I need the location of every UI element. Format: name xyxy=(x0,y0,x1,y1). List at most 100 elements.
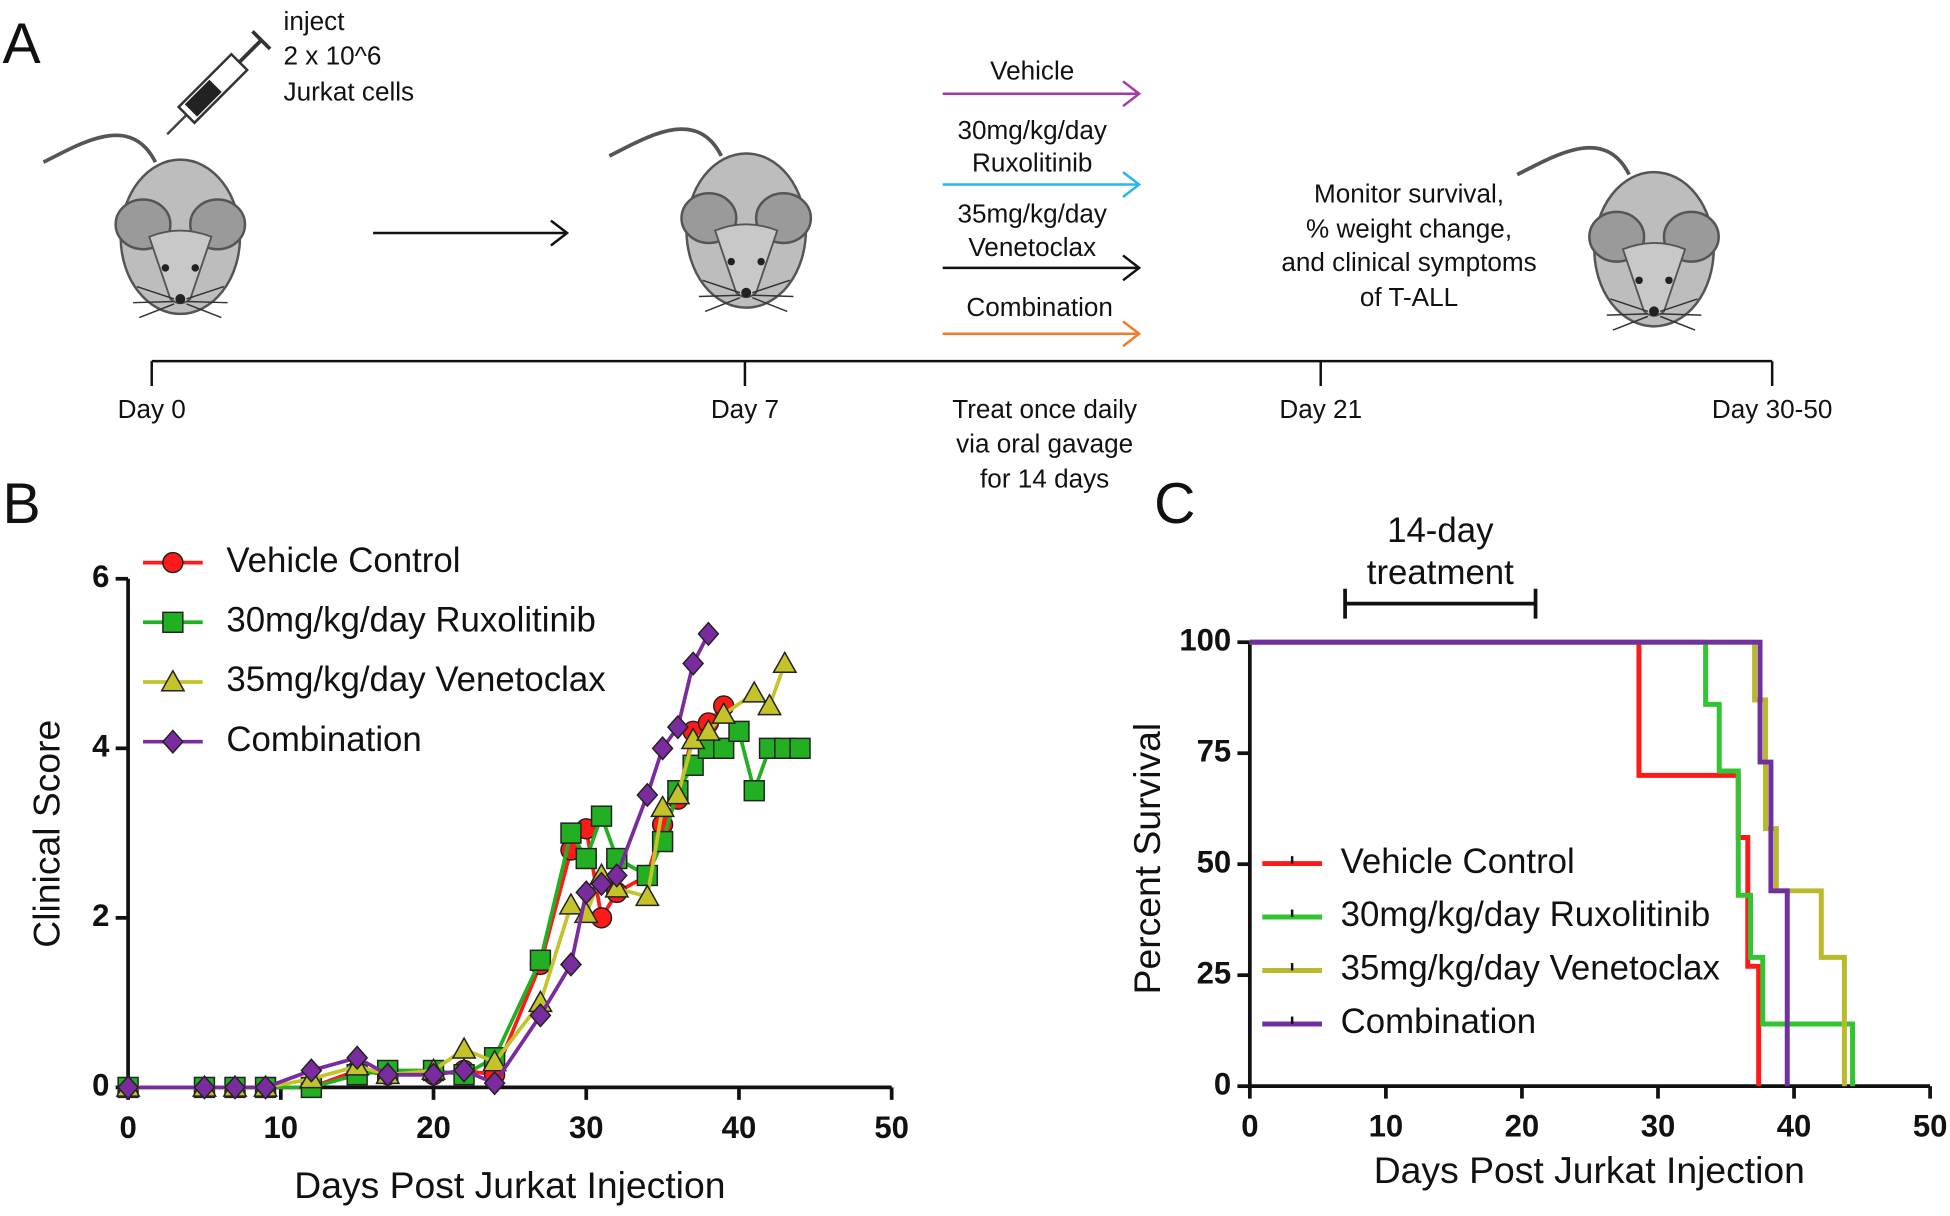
marker xyxy=(590,871,613,897)
marker xyxy=(711,701,737,724)
panel-label: A xyxy=(2,12,41,76)
y-axis-label: Percent Survival xyxy=(1126,723,1168,995)
mouse-icon xyxy=(41,133,247,320)
marker xyxy=(651,736,674,761)
mouse-icon xyxy=(607,127,813,314)
x-tick-label: 10 xyxy=(264,1110,299,1145)
marker xyxy=(743,780,765,802)
marker xyxy=(558,892,584,915)
marker xyxy=(193,1075,216,1100)
y-tick-label: 4 xyxy=(92,729,110,764)
y-tick-label: 2 xyxy=(92,898,109,933)
monitor-text: and clinical symptoms xyxy=(1281,247,1536,277)
monitor-text: of T-ALL xyxy=(1360,282,1458,312)
marker xyxy=(162,551,184,574)
legend-label: Vehicle Control xyxy=(226,541,460,580)
arm-label: Venetoclax xyxy=(968,232,1096,262)
marker xyxy=(575,880,598,905)
marker xyxy=(453,1058,476,1083)
marker xyxy=(482,1049,508,1072)
inject-text: Jurkat cells xyxy=(284,77,415,107)
survival-curve xyxy=(1249,639,1847,1087)
arm-arrow-head xyxy=(1122,320,1142,348)
x-tick-label: 20 xyxy=(416,1110,451,1145)
marker xyxy=(636,782,659,808)
syringe xyxy=(166,30,272,136)
marker xyxy=(422,1062,445,1088)
arm-arrow-head xyxy=(1122,171,1142,198)
y-tick-label: 100 xyxy=(1179,622,1231,657)
marker xyxy=(695,718,721,741)
marker xyxy=(560,822,582,844)
marker xyxy=(757,693,782,716)
x-axis-label: Days Post Jurkat Injection xyxy=(1374,1149,1805,1191)
arm-arrow-head xyxy=(1122,254,1142,282)
survival-curve xyxy=(1249,639,1856,1087)
y-tick-label: 0 xyxy=(92,1068,109,1103)
marker xyxy=(162,611,184,633)
marker xyxy=(161,729,184,755)
legend-label: 35mg/kg/day Venetoclax xyxy=(1341,949,1721,988)
arm-label: Ruxolitinib xyxy=(972,148,1092,178)
y-axis-label: Clinical Score xyxy=(26,720,68,948)
marker xyxy=(590,805,613,827)
x-tick-label: 50 xyxy=(874,1110,909,1145)
arm-arrow-head xyxy=(1122,80,1142,108)
marker xyxy=(451,1036,477,1059)
marker xyxy=(634,883,660,907)
y-tick-label: 50 xyxy=(1197,844,1232,879)
marker xyxy=(224,1075,246,1100)
timeline-label: Day 21 xyxy=(1279,394,1362,424)
legend-label: Combination xyxy=(1341,1002,1536,1041)
legend-label: Vehicle Control xyxy=(1341,842,1575,881)
arm-label: Combination xyxy=(966,292,1113,322)
panel-label: C xyxy=(1154,472,1195,536)
marker xyxy=(728,720,750,743)
x-tick-label: 20 xyxy=(1505,1109,1540,1144)
x-tick-label: 40 xyxy=(722,1110,757,1145)
legend-label: 35mg/kg/day Venetoclax xyxy=(226,660,606,699)
marker xyxy=(665,782,691,805)
series-line xyxy=(128,704,726,1090)
annotation-text: 14-day xyxy=(1387,511,1494,550)
series-line xyxy=(128,727,801,1090)
marker xyxy=(483,1070,506,1096)
legend-label: 30mg/kg/day Ruxolitinib xyxy=(1341,895,1711,934)
marker xyxy=(346,1045,369,1071)
marker xyxy=(376,1062,399,1088)
marker xyxy=(682,651,705,676)
treatment-bracket xyxy=(1343,588,1538,619)
arrow-head xyxy=(550,219,570,247)
survival-curve xyxy=(1249,639,1790,1087)
marker xyxy=(117,1075,140,1100)
marker xyxy=(772,650,798,674)
y-tick-label: 25 xyxy=(1197,955,1232,990)
arm-label: 30mg/kg/day xyxy=(957,115,1107,145)
marker xyxy=(300,1058,323,1083)
y-tick-label: 0 xyxy=(1214,1066,1231,1101)
marker xyxy=(712,737,735,760)
x-tick-label: 0 xyxy=(119,1110,136,1145)
treat-text: Treat once daily xyxy=(952,394,1137,424)
marker xyxy=(697,621,720,647)
inject-text: 2 x 10^6 xyxy=(284,41,382,71)
inject-text: inject xyxy=(284,6,346,36)
marker xyxy=(575,847,597,870)
legend-label: Combination xyxy=(226,720,421,759)
marker xyxy=(636,864,659,887)
x-tick-label: 30 xyxy=(1641,1109,1676,1144)
marker xyxy=(529,949,552,971)
marker xyxy=(666,714,689,740)
arm-label: 35mg/kg/day xyxy=(957,199,1107,229)
panel-label: B xyxy=(2,472,40,536)
annotation-text: treatment xyxy=(1367,553,1514,592)
timeline-label: Day 0 xyxy=(118,394,186,424)
mouse-icon xyxy=(1515,145,1721,332)
timeline-label: Day 7 xyxy=(711,394,779,424)
marker xyxy=(605,863,628,888)
x-tick-label: 40 xyxy=(1777,1109,1812,1144)
marker xyxy=(650,794,676,818)
x-tick-label: 50 xyxy=(1913,1109,1948,1144)
y-tick-label: 6 xyxy=(92,559,109,594)
timeline-label: Day 30-50 xyxy=(1712,394,1832,424)
